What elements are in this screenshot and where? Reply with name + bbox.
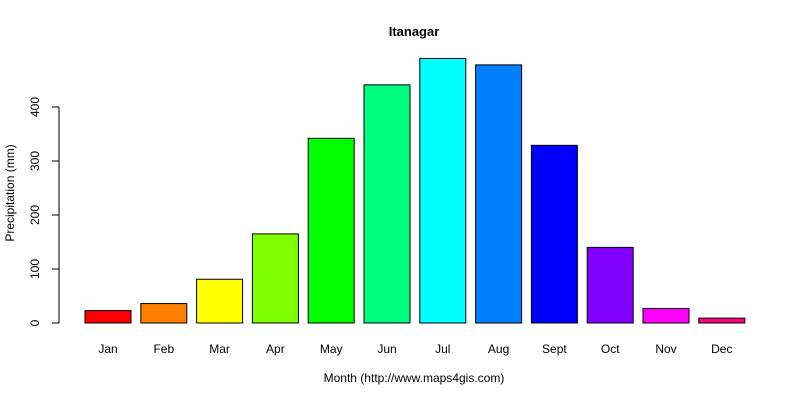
bars-group (84, 57, 746, 324)
x-tick-label-may: May (320, 342, 343, 356)
bar-jul (419, 57, 467, 324)
bar-jun (363, 84, 411, 324)
bar-oct (586, 246, 634, 324)
x-axis-label: Month (http://www.maps4gis.com) (324, 371, 505, 385)
y-tick-label: 100 (28, 259, 42, 279)
x-tick-label-dec: Dec (711, 342, 732, 356)
chart-title: Itanagar (389, 24, 440, 39)
x-tick-label-mar: Mar (209, 342, 230, 356)
x-tick-label-aug: Aug (488, 342, 509, 356)
x-tick-label-jun: Jun (377, 342, 396, 356)
x-tick-labels: Jan Feb Mar Apr May Jun Jul Aug Sept Oct Nov Dec (98, 342, 732, 356)
y-tick-label: 200 (28, 205, 42, 225)
y-axis: 0 100 200 300 400 (28, 97, 60, 326)
x-tick-label-nov: Nov (655, 342, 676, 356)
bar-jan (84, 310, 132, 324)
bar-feb (140, 303, 188, 324)
y-axis-label: Precipitation (mm) (3, 144, 17, 241)
y-tick-label: 400 (28, 97, 42, 117)
x-tick-label-oct: Oct (601, 342, 620, 356)
bar-nov (642, 307, 690, 324)
x-tick-label-apr: Apr (266, 342, 285, 356)
bar-sept (530, 144, 578, 324)
y-tick-label: 300 (28, 151, 42, 171)
bar-aug (475, 64, 523, 324)
y-tick-label: 0 (28, 319, 42, 326)
x-tick-label-feb: Feb (153, 342, 174, 356)
bar-may (307, 137, 355, 324)
bar-mar (196, 278, 244, 324)
x-tick-label-jan: Jan (98, 342, 117, 356)
bar-dec (698, 317, 746, 324)
x-tick-label-sept: Sept (542, 342, 567, 356)
x-tick-label-jul: Jul (435, 342, 450, 356)
bar-apr (251, 233, 299, 324)
